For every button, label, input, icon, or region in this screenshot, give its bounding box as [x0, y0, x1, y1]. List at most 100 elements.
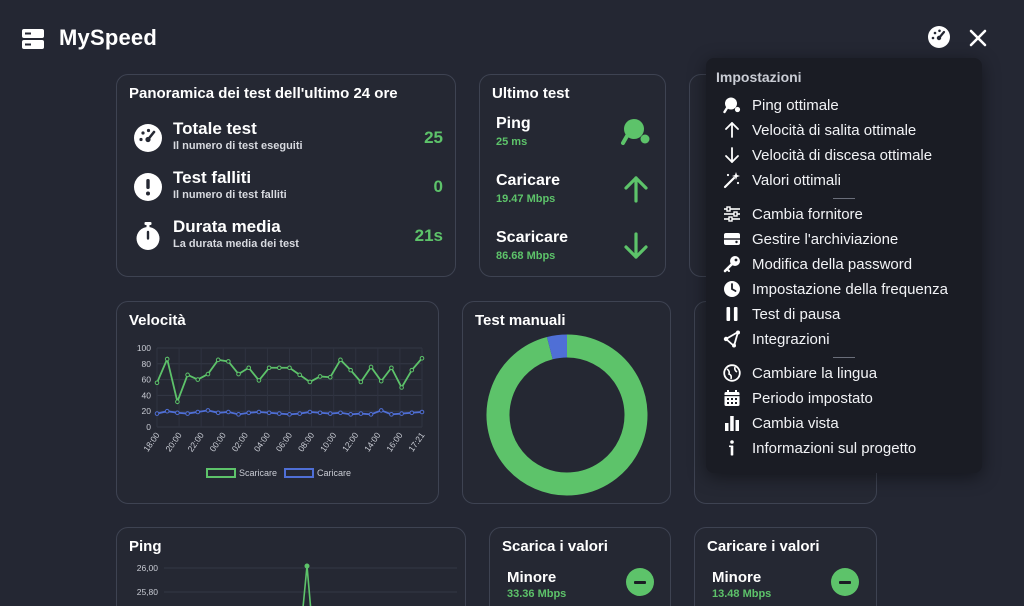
pause-icon [726, 307, 738, 321]
chart-point [154, 380, 160, 386]
chart-xtick: 06:00 [274, 430, 295, 453]
minus-button[interactable] [831, 568, 859, 596]
menu-item-label: Cambiare la lingua [752, 365, 878, 382]
server-icon [22, 29, 44, 49]
menu-item-integrations[interactable]: Integrazioni [706, 328, 982, 352]
download-min-value: 33.36 Mbps [507, 588, 567, 600]
chart-xtick: 17:21 [406, 430, 427, 453]
chart-point [246, 410, 252, 416]
chart-xtick: 18:00 [141, 430, 162, 453]
chart-point [215, 410, 221, 416]
chart-ytick: 80 [142, 359, 152, 369]
overview-item-value: 21s [414, 226, 443, 245]
menu-item-pause-tests[interactable]: Test di pausa [706, 303, 982, 327]
calendar-icon [724, 390, 740, 406]
chart-point [307, 409, 313, 415]
chart-xtick: 14:00 [362, 430, 383, 453]
sliders-icon [724, 206, 740, 222]
menu-item-frequency[interactable]: Impostazione della frequenza [706, 278, 982, 302]
chart-legend-swatch [284, 468, 314, 478]
manual-title: Test manuali [475, 312, 566, 329]
menu-item-change-provider[interactable]: Cambia fornitore [706, 203, 982, 227]
close-icon[interactable] [968, 28, 988, 48]
speed-chart: 100 80 60 40 20 018:00 20:00 22:00 00:00 02:00 04:… [137, 343, 427, 478]
chart-legend-label: Caricare [317, 468, 351, 478]
last-test-item-name: Scaricare [496, 229, 569, 246]
chart-point [175, 410, 180, 416]
chart-point [226, 409, 231, 415]
chart-point [205, 371, 211, 377]
overview-item: Totale test Il numero di test eseguiti 2… [133, 119, 443, 159]
chart-point [368, 364, 374, 370]
chart-point [358, 411, 364, 416]
menu-item-optimal-ping[interactable]: Ping ottimale [706, 94, 982, 118]
chart-xtick: 00:00 [207, 430, 228, 453]
arrow-down-icon [624, 232, 648, 259]
last-test-item: Ping 25 ms [496, 115, 651, 155]
chart-point [307, 379, 313, 385]
arrow-up-icon [624, 176, 648, 203]
chart-point [399, 385, 404, 390]
menu-item-view[interactable]: Cambia vista [706, 412, 982, 436]
app-title: MySpeed [59, 25, 157, 50]
settings-menu-title: Impostazioni [716, 69, 802, 85]
overview-item-name: Totale test [173, 119, 257, 138]
minus-button[interactable] [626, 568, 654, 596]
chart-point [154, 411, 160, 416]
chart-point [317, 410, 323, 416]
arrow-down-icon [725, 147, 739, 163]
chart-point [175, 399, 180, 405]
chart-point [378, 378, 384, 384]
speedometer-icon[interactable] [927, 25, 951, 49]
chart-xtick: 08:00 [296, 430, 317, 453]
chart-point [256, 378, 262, 383]
menu-item-language[interactable]: Cambiare la lingua [706, 362, 982, 386]
menu-item-storage[interactable]: Gestire l'archiviazione [706, 228, 982, 252]
menu-item-label: Cambia fornitore [752, 206, 863, 223]
menu-item-period[interactable]: Periodo impostato [706, 387, 982, 411]
menu-item-project-info[interactable]: Informazioni sul progetto [706, 437, 982, 461]
chart-point [236, 371, 241, 377]
stopwatch-icon [136, 222, 160, 250]
chart-xtick: 10:00 [318, 430, 339, 453]
chart-point [195, 409, 201, 415]
menu-item-password[interactable]: Modifica della password [706, 253, 982, 277]
chart-point [266, 365, 272, 371]
download-values-card: Scarica i valori Minore 33.36 Mbps [489, 527, 671, 606]
upload-min-label: Minore [712, 569, 762, 586]
chart-point [338, 410, 343, 416]
overview-item-desc: La durata media dei test [173, 238, 299, 250]
chart-xtick: 16:00 [384, 430, 405, 453]
chart-xtick: 02:00 [230, 430, 251, 453]
menu-item-optimal-upload[interactable]: Velocità di salita ottimale [706, 119, 982, 143]
chart-point [419, 409, 425, 415]
overview-item-value: 0 [433, 177, 443, 196]
menu-item-label: Ping ottimale [752, 97, 839, 114]
chart-xtick: 12:00 [340, 430, 361, 453]
manual-card: Test manuali [462, 301, 671, 504]
chart-point [409, 410, 415, 416]
chart-point [195, 377, 201, 382]
chart-point [317, 374, 323, 379]
menu-item-label: Gestire l'archiviazione [752, 231, 899, 248]
arrow-up-icon [725, 122, 739, 138]
chart-point [287, 412, 292, 417]
chart-point [266, 410, 272, 416]
menu-item-optimal-values[interactable]: Valori ottimali [706, 169, 982, 193]
chart-point [164, 408, 170, 414]
chart-point [277, 411, 282, 416]
speedometer-icon [134, 124, 162, 152]
chart-point [215, 357, 221, 363]
chart-point [185, 372, 190, 378]
overview-item-desc: Il numero di test eseguiti [173, 140, 303, 152]
menu-item-optimal-download[interactable]: Velocità di discesa ottimale [706, 144, 982, 168]
ping-pong-icon [621, 119, 650, 145]
overview-item: Test falliti Il numero di test falliti 0 [133, 168, 443, 208]
last-test-card: Ultimo test Ping 25 ms Caricare 19.47 Mb… [479, 74, 666, 277]
chart-point [164, 356, 170, 362]
chart-point [246, 365, 252, 371]
chart-point [297, 372, 302, 378]
chart-ytick: 0 [146, 422, 151, 432]
chart-point [419, 355, 425, 361]
last-test-item-value: 19.47 Mbps [496, 193, 556, 205]
